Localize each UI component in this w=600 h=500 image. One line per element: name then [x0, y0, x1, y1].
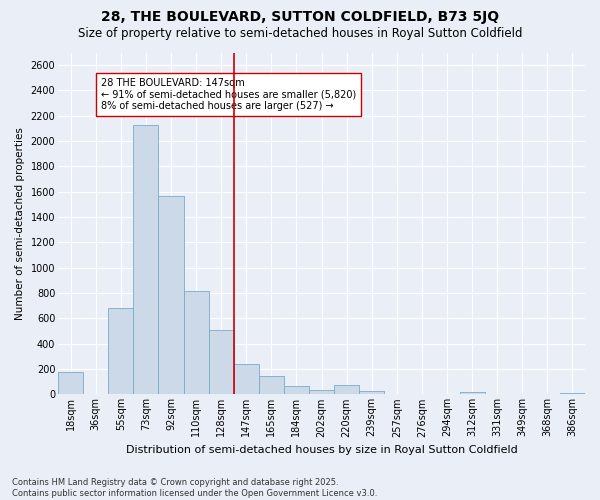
Bar	[309, 390, 334, 394]
Bar	[359, 391, 384, 394]
Bar	[158, 196, 184, 394]
X-axis label: Distribution of semi-detached houses by size in Royal Sutton Coldfield: Distribution of semi-detached houses by …	[125, 445, 517, 455]
Text: Contains HM Land Registry data © Crown copyright and database right 2025.
Contai: Contains HM Land Registry data © Crown c…	[12, 478, 377, 498]
Bar	[209, 330, 234, 394]
Text: 28, THE BOULEVARD, SUTTON COLDFIELD, B73 5JQ: 28, THE BOULEVARD, SUTTON COLDFIELD, B73…	[101, 10, 499, 24]
Text: Size of property relative to semi-detached houses in Royal Sutton Coldfield: Size of property relative to semi-detach…	[78, 28, 522, 40]
Bar	[334, 385, 359, 394]
Bar	[234, 364, 259, 394]
Text: 28 THE BOULEVARD: 147sqm
← 91% of semi-detached houses are smaller (5,820)
8% of: 28 THE BOULEVARD: 147sqm ← 91% of semi-d…	[101, 78, 356, 111]
Bar	[58, 372, 83, 394]
Y-axis label: Number of semi-detached properties: Number of semi-detached properties	[15, 127, 25, 320]
Bar	[108, 308, 133, 394]
Bar	[133, 124, 158, 394]
Bar	[284, 386, 309, 394]
Bar	[460, 392, 485, 394]
Bar	[184, 290, 209, 395]
Bar	[259, 376, 284, 394]
